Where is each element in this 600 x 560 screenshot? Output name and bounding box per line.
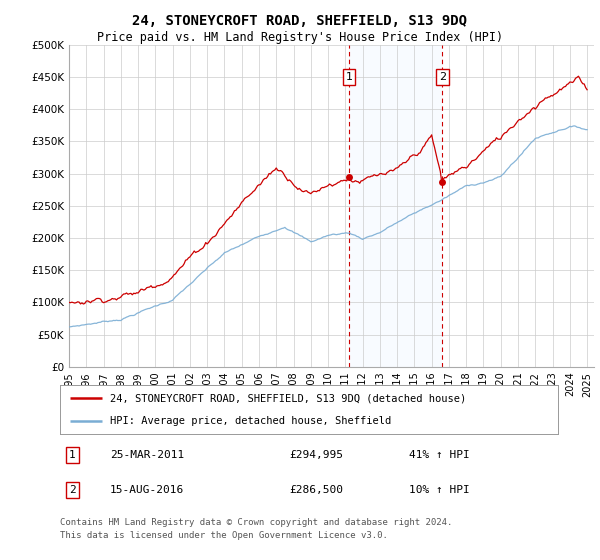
Text: 10% ↑ HPI: 10% ↑ HPI	[409, 485, 469, 495]
Text: 2: 2	[69, 485, 76, 495]
Text: 24, STONEYCROFT ROAD, SHEFFIELD, S13 9DQ: 24, STONEYCROFT ROAD, SHEFFIELD, S13 9DQ	[133, 14, 467, 28]
Text: This data is licensed under the Open Government Licence v3.0.: This data is licensed under the Open Gov…	[60, 531, 388, 540]
Text: £286,500: £286,500	[289, 485, 343, 495]
Bar	[349, 45, 442, 367]
Text: 15-AUG-2016: 15-AUG-2016	[110, 485, 184, 495]
Text: HPI: Average price, detached house, Sheffield: HPI: Average price, detached house, Shef…	[110, 416, 391, 426]
Text: 1: 1	[69, 450, 76, 460]
Text: 24, STONEYCROFT ROAD, SHEFFIELD, S13 9DQ (detached house): 24, STONEYCROFT ROAD, SHEFFIELD, S13 9DQ…	[110, 393, 466, 403]
Text: 25-MAR-2011: 25-MAR-2011	[110, 450, 184, 460]
Text: 2: 2	[439, 72, 446, 82]
Text: Contains HM Land Registry data © Crown copyright and database right 2024.: Contains HM Land Registry data © Crown c…	[60, 518, 452, 527]
Text: £294,995: £294,995	[289, 450, 343, 460]
Text: 41% ↑ HPI: 41% ↑ HPI	[409, 450, 469, 460]
Text: 1: 1	[346, 72, 352, 82]
Text: Price paid vs. HM Land Registry's House Price Index (HPI): Price paid vs. HM Land Registry's House …	[97, 31, 503, 44]
